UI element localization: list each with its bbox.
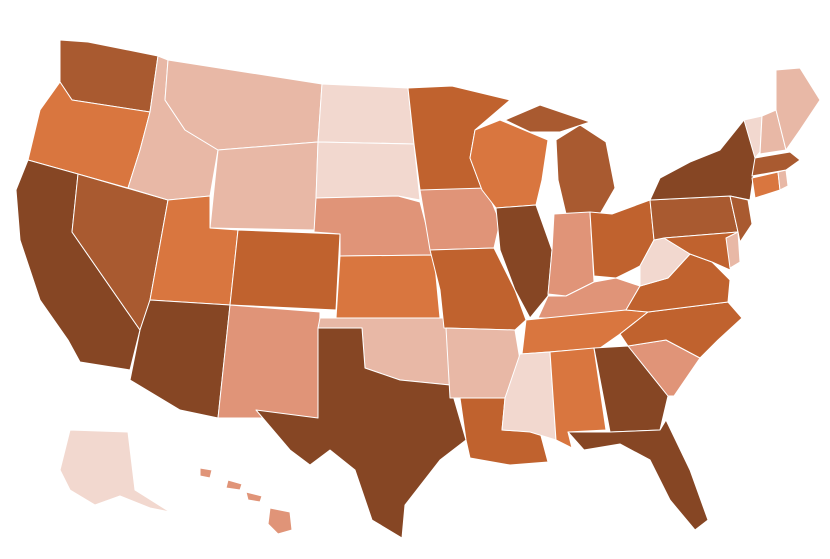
state-ND[interactable] <box>317 83 415 145</box>
state-KS[interactable] <box>335 254 441 319</box>
state-GA[interactable] <box>593 345 669 433</box>
state-IN[interactable] <box>547 211 595 297</box>
state-RI[interactable] <box>777 169 789 191</box>
state-MD[interactable] <box>663 231 739 271</box>
state-IA[interactable] <box>419 187 501 251</box>
state-IL[interactable] <box>495 204 553 319</box>
state-HI[interactable] <box>267 507 293 535</box>
state-NY[interactable] <box>649 119 761 201</box>
state-NM[interactable] <box>217 304 321 419</box>
state-MI[interactable] <box>555 124 616 215</box>
state-MA[interactable] <box>751 151 801 177</box>
state-CT[interactable] <box>751 171 781 199</box>
state-NJ[interactable] <box>729 195 753 243</box>
state-WY[interactable] <box>209 141 319 231</box>
state-FL[interactable] <box>567 419 709 531</box>
state-AK[interactable] <box>59 429 171 513</box>
state-ME[interactable] <box>775 67 821 151</box>
state-AZ[interactable] <box>129 299 231 419</box>
state-CO[interactable] <box>229 229 341 311</box>
state-MO[interactable] <box>429 247 527 331</box>
state-SD[interactable] <box>315 141 421 201</box>
state-TX[interactable] <box>255 327 467 539</box>
state-MI-upper[interactable] <box>504 104 591 133</box>
state-HI-islands[interactable] <box>199 467 263 503</box>
state-DE[interactable] <box>725 231 741 269</box>
